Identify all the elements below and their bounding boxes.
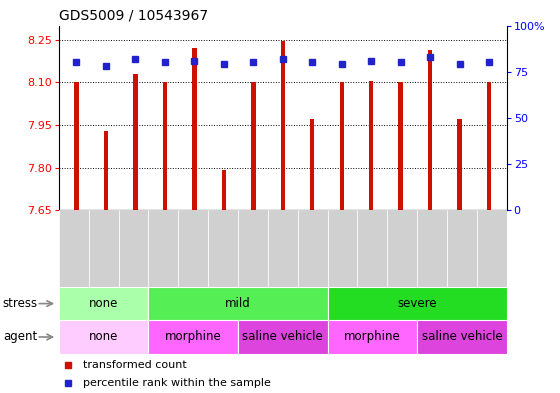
Bar bbox=[399, 83, 403, 210]
Bar bbox=[328, 287, 507, 320]
Bar bbox=[238, 210, 268, 287]
Text: saline vehicle: saline vehicle bbox=[242, 331, 323, 343]
Bar bbox=[251, 83, 255, 210]
Bar bbox=[59, 210, 88, 287]
Bar bbox=[357, 210, 388, 287]
Bar bbox=[458, 119, 462, 210]
Text: saline vehicle: saline vehicle bbox=[422, 331, 502, 343]
Bar bbox=[328, 210, 357, 287]
Text: severe: severe bbox=[398, 297, 437, 310]
Bar bbox=[339, 83, 344, 210]
Bar bbox=[192, 48, 197, 210]
Bar bbox=[148, 320, 238, 354]
Text: percentile rank within the sample: percentile rank within the sample bbox=[83, 378, 271, 388]
Text: none: none bbox=[89, 331, 118, 343]
Bar bbox=[59, 320, 148, 354]
Bar bbox=[417, 210, 447, 287]
Bar bbox=[477, 210, 507, 287]
Bar bbox=[369, 81, 374, 210]
Text: GDS5009 / 10543967: GDS5009 / 10543967 bbox=[59, 9, 208, 23]
Bar bbox=[428, 50, 432, 210]
Bar bbox=[163, 83, 167, 210]
Bar bbox=[298, 210, 328, 287]
Bar bbox=[88, 210, 119, 287]
Bar bbox=[148, 210, 178, 287]
Bar bbox=[119, 210, 148, 287]
Bar bbox=[447, 210, 477, 287]
Bar bbox=[328, 320, 417, 354]
Bar bbox=[222, 171, 226, 210]
Text: transformed count: transformed count bbox=[83, 360, 187, 370]
Bar bbox=[238, 320, 328, 354]
Bar bbox=[388, 210, 417, 287]
Text: morphine: morphine bbox=[165, 331, 222, 343]
Bar bbox=[310, 119, 315, 210]
Text: morphine: morphine bbox=[344, 331, 401, 343]
Text: stress: stress bbox=[3, 297, 38, 310]
Text: mild: mild bbox=[225, 297, 251, 310]
Bar bbox=[148, 287, 328, 320]
Bar bbox=[417, 320, 507, 354]
Bar bbox=[104, 131, 108, 210]
Text: none: none bbox=[89, 297, 118, 310]
Text: agent: agent bbox=[3, 331, 37, 343]
Bar bbox=[268, 210, 298, 287]
Bar bbox=[281, 41, 285, 210]
Bar bbox=[487, 83, 491, 210]
Bar bbox=[208, 210, 238, 287]
Bar bbox=[178, 210, 208, 287]
Bar bbox=[59, 287, 148, 320]
Bar bbox=[74, 83, 79, 210]
Bar bbox=[133, 74, 138, 210]
